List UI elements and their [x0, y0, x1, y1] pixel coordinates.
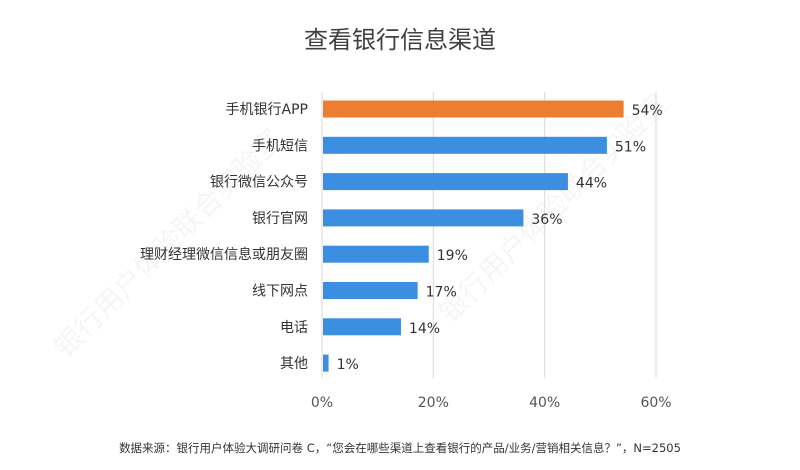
category-label-6: 线下网点 — [252, 284, 308, 300]
category-label-8: 其他 — [280, 356, 308, 372]
source-note: 数据来源：银行用户体验大调研问卷 C，“您会在哪些渠道上查看银行的产品/业务/营… — [119, 441, 681, 455]
category-labels: 手机银行APP 手机短信银行微信公众号银行官网理财经理微信信息或朋友圈线下网点电话… — [140, 102, 308, 372]
category-label-4: 银行官网 — [252, 211, 308, 227]
category-label-7: 电话 — [280, 320, 308, 336]
value-label-1: 54% — [632, 103, 663, 119]
value-label-6: 17% — [426, 285, 457, 301]
chart-title: 查看银行信息渠道 — [304, 26, 496, 54]
value-label-4: 36% — [531, 212, 562, 228]
x-tick-label-60: 60% — [640, 395, 671, 411]
x-axis-ticks: 0% 20% 40% 60% — [311, 395, 672, 411]
watermark-text-2: 银行用户体验联合实验室 — [433, 88, 674, 329]
bar-3 — [323, 173, 568, 191]
bar-4 — [323, 209, 524, 227]
bar-7 — [323, 318, 401, 336]
value-label-3: 44% — [576, 176, 607, 192]
value-labels: 54% 51% 44% 36% 19% 17% 14% 1% — [337, 103, 663, 373]
bar-2 — [323, 136, 607, 154]
bar-5 — [323, 245, 429, 263]
bar-1 — [323, 100, 624, 118]
category-label-5: 理财经理微信信息或朋友圈 — [140, 246, 308, 263]
x-tick-label-40: 40% — [529, 395, 560, 411]
value-label-2: 51% — [615, 139, 646, 155]
bars — [323, 100, 624, 372]
x-tick-label-20: 20% — [418, 395, 449, 411]
watermark-text-1: 银行用户体验联合实验室 — [48, 123, 289, 364]
bar-6 — [323, 282, 418, 299]
x-tick-label-0: 0% — [311, 395, 333, 411]
category-label-3: 银行微信公众号 — [210, 175, 308, 191]
category-label-2: 手机短信 — [252, 138, 308, 154]
bar-8 — [323, 354, 329, 372]
value-label-8: 1% — [337, 357, 359, 373]
value-label-5: 19% — [437, 248, 468, 264]
category-label-1: 手机银行APP — [226, 102, 308, 118]
value-label-7: 14% — [409, 321, 440, 337]
